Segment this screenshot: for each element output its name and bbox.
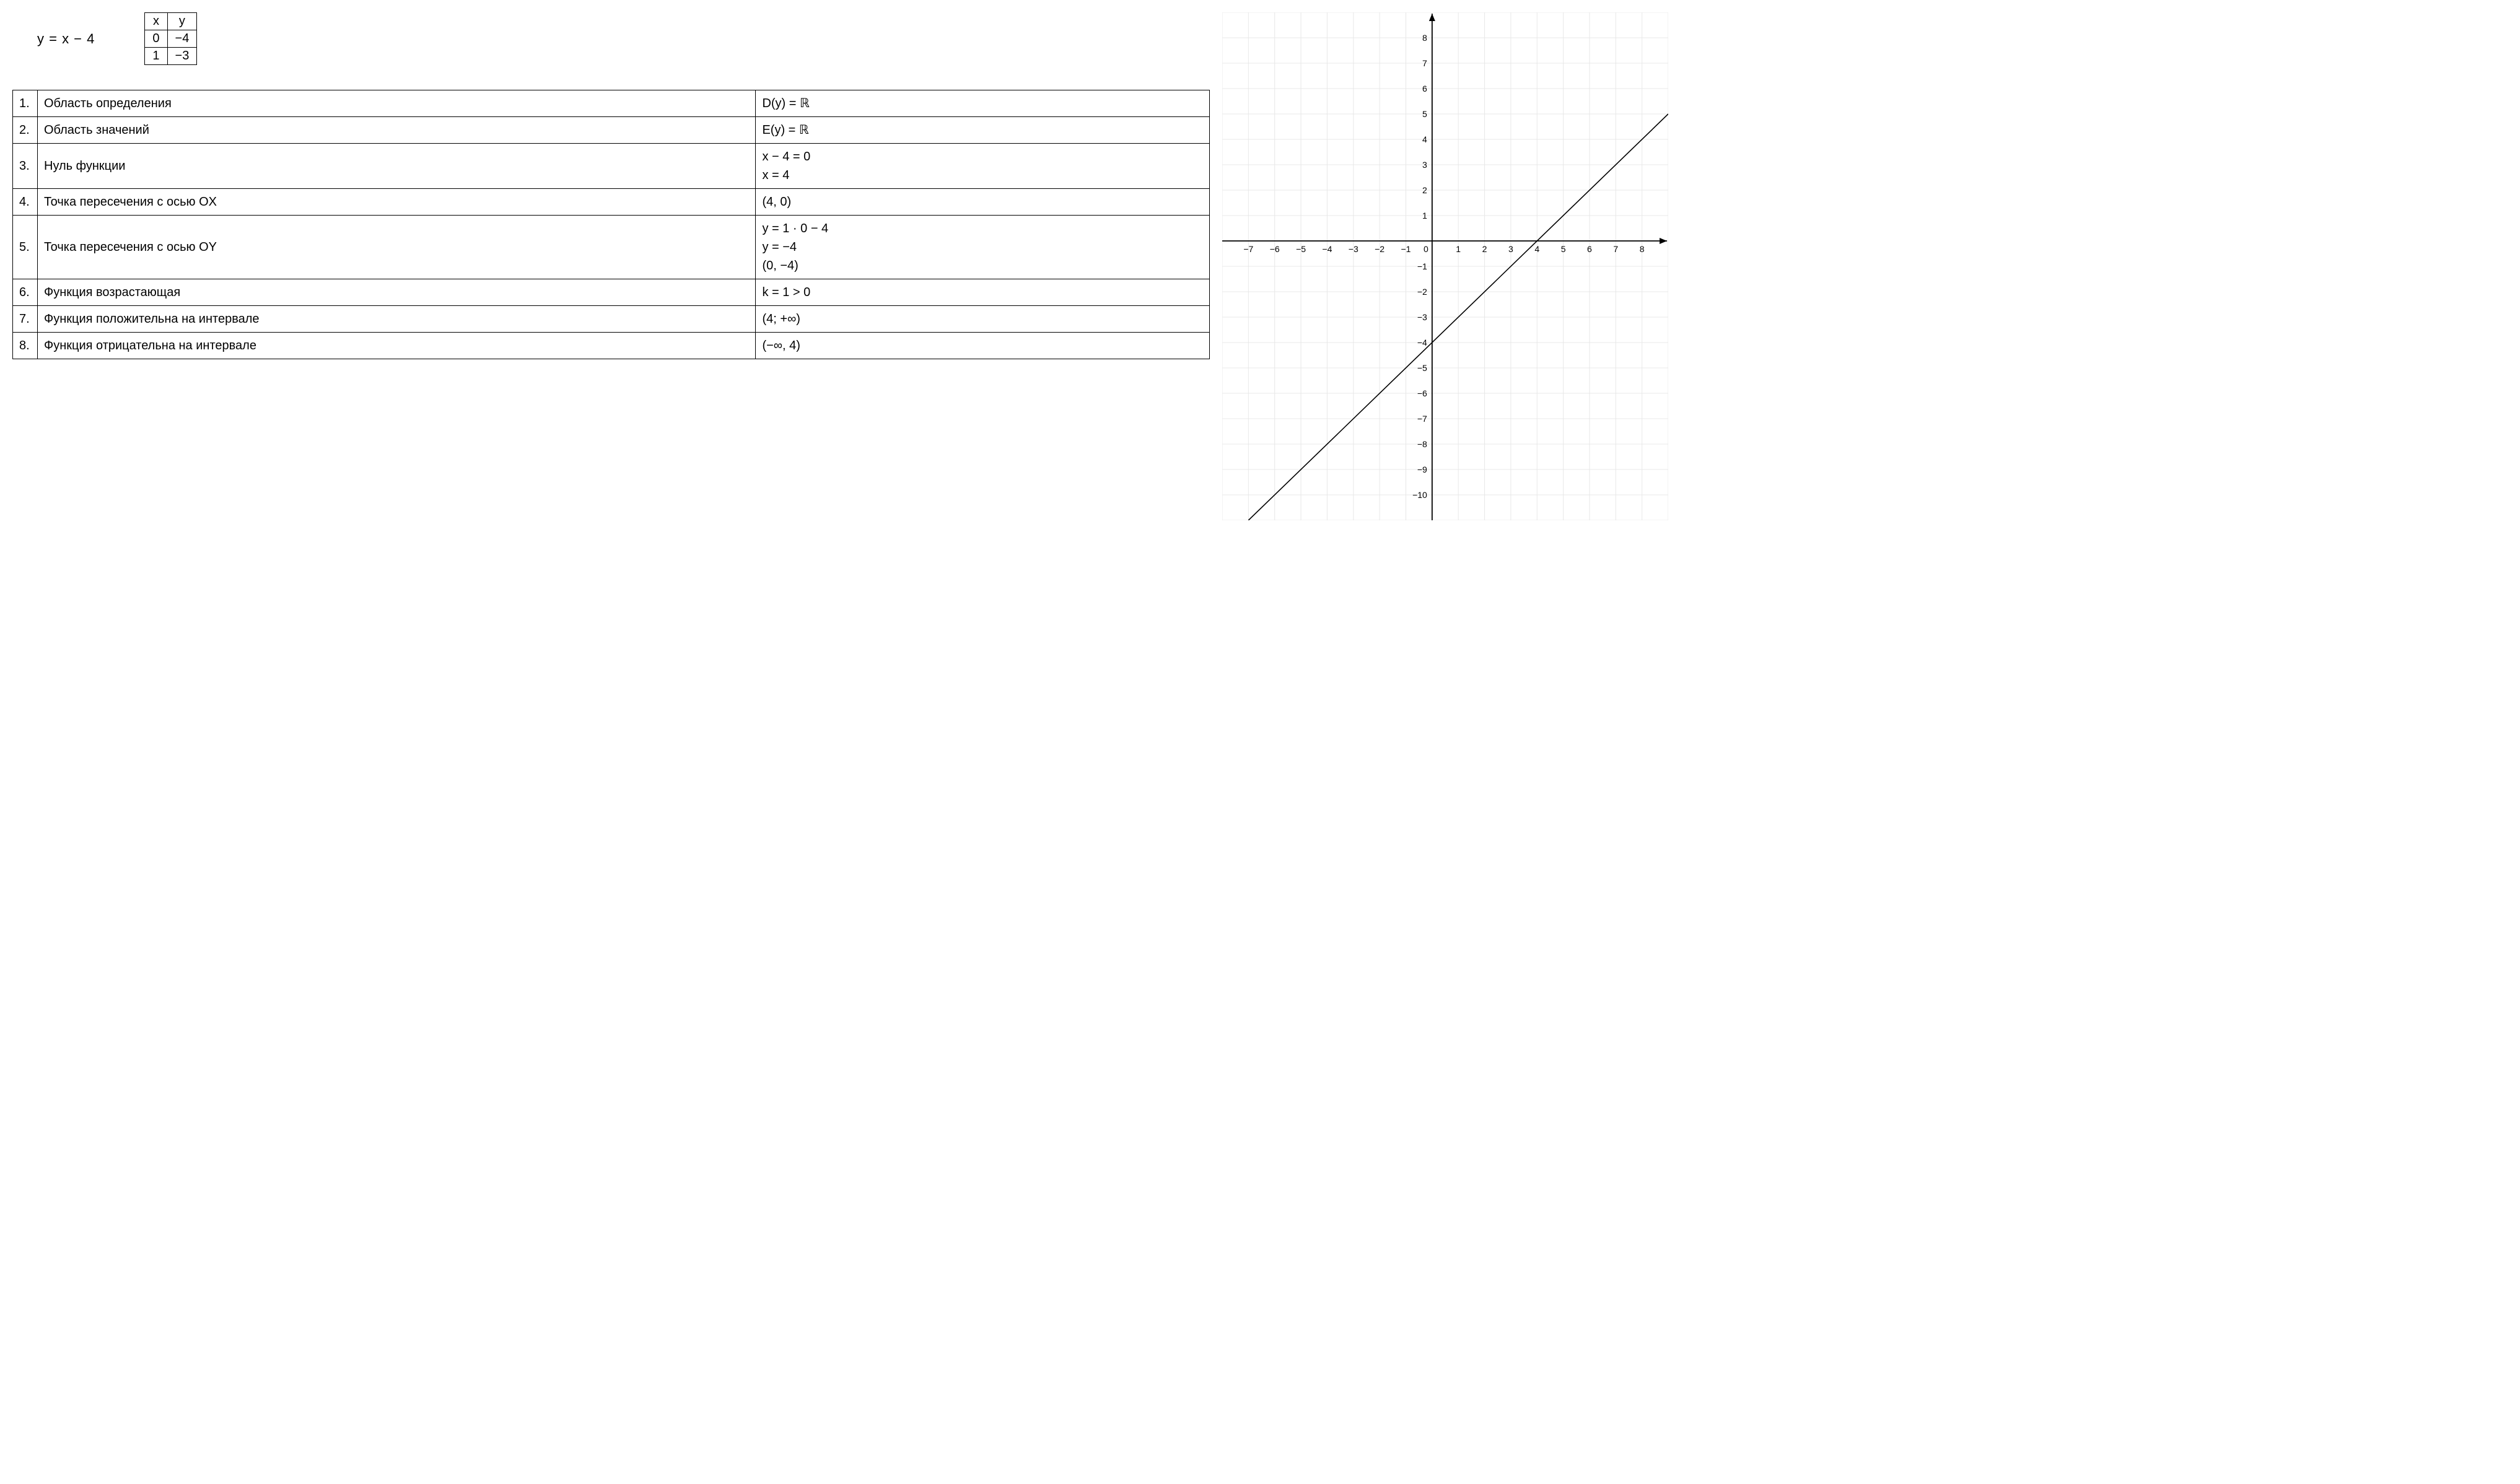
x-tick-label: −1	[1401, 244, 1411, 254]
x-tick-label: 3	[1508, 244, 1513, 254]
x-tick-label: 0	[1424, 244, 1428, 254]
x-tick-label: −3	[1349, 244, 1358, 254]
y-tick-label: 3	[1422, 160, 1427, 170]
y-tick-label: 8	[1422, 33, 1427, 43]
property-value: D(y) = ℝ	[756, 90, 1210, 117]
property-value-line: y = −4	[762, 238, 1203, 256]
x-tick-label: −4	[1323, 244, 1332, 254]
right-column: −7−6−5−4−3−2−1012345678−10−9−8−7−6−5−4−3…	[1222, 12, 2508, 520]
property-value: x − 4 = 0x = 4	[756, 144, 1210, 189]
y-tick-label: 1	[1422, 211, 1427, 220]
x-tick-label: −7	[1244, 244, 1254, 254]
property-row: 2.Область значений E(y) = ℝ	[13, 117, 1210, 144]
y-tick-label: −2	[1417, 287, 1427, 297]
property-value-line: y = 1 · 0 − 4	[762, 219, 1203, 238]
property-value: (4, 0)	[756, 189, 1210, 216]
property-number: 7.	[13, 306, 38, 333]
xy-cell: −4	[167, 30, 197, 48]
property-value-line: k = 1 > 0	[762, 283, 1203, 302]
property-value-line: x − 4 = 0	[762, 147, 1203, 166]
xy-header-y: y	[167, 13, 197, 30]
property-row: 6.Функция возрастающая k = 1 > 0	[13, 279, 1210, 306]
xy-header-row: x y	[145, 13, 197, 30]
property-value-line: D(y) = ℝ	[762, 94, 1203, 113]
property-number: 4.	[13, 189, 38, 216]
property-description: Область определения	[38, 90, 756, 117]
y-tick-label: 4	[1422, 134, 1427, 144]
y-tick-label: −10	[1413, 490, 1428, 500]
property-value-line: (4; +∞)	[762, 310, 1203, 328]
y-tick-label: 5	[1422, 109, 1427, 119]
property-description: Функция положительна на интервале	[38, 306, 756, 333]
property-row: 3.Нуль функцииx − 4 = 0x = 4	[13, 144, 1210, 189]
x-tick-label: 8	[1640, 244, 1645, 254]
property-description: Точка пересечения с осью OY	[38, 216, 756, 279]
y-tick-label: −7	[1417, 414, 1427, 424]
property-number: 8.	[13, 333, 38, 359]
property-value-line: x = 4	[762, 166, 1203, 185]
property-number: 6.	[13, 279, 38, 306]
property-description: Нуль функции	[38, 144, 756, 189]
xy-table: x y 0 −4 1 −3	[144, 12, 197, 65]
x-tick-label: −6	[1270, 244, 1280, 254]
x-tick-label: 1	[1456, 244, 1461, 254]
y-tick-label: −1	[1417, 261, 1427, 271]
function-chart: −7−6−5−4−3−2−1012345678−10−9−8−7−6−5−4−3…	[1222, 12, 2508, 520]
x-tick-label: 6	[1587, 244, 1592, 254]
property-value: k = 1 > 0	[756, 279, 1210, 306]
property-description: Область значений	[38, 117, 756, 144]
property-value-line: (4, 0)	[762, 193, 1203, 211]
xy-cell: 0	[145, 30, 167, 48]
property-row: 8.Функция отрицательна на интервале (−∞, …	[13, 333, 1210, 359]
y-tick-label: −4	[1417, 338, 1427, 347]
function-formula: y = x − 4	[37, 31, 95, 47]
y-tick-label: −9	[1417, 465, 1427, 474]
property-description: Точка пересечения с осью OX	[38, 189, 756, 216]
xy-cell: −3	[167, 48, 197, 65]
properties-table: 1.Область определения D(y) = ℝ 2.Область з…	[12, 90, 1210, 359]
property-row: 5.Точка пересечения с осью OYy = 1 · 0 −…	[13, 216, 1210, 279]
property-row: 1.Область определения D(y) = ℝ	[13, 90, 1210, 117]
xy-cell: 1	[145, 48, 167, 65]
x-tick-label: −5	[1297, 244, 1306, 254]
x-tick-label: 4	[1535, 244, 1540, 254]
property-value: (4; +∞)	[756, 306, 1210, 333]
property-number: 5.	[13, 216, 38, 279]
y-tick-label: 6	[1422, 84, 1427, 94]
property-value: E(y) = ℝ	[756, 117, 1210, 144]
y-tick-label: −5	[1417, 363, 1427, 373]
y-tick-label: 2	[1422, 185, 1427, 195]
xy-header-x: x	[145, 13, 167, 30]
property-row: 4.Точка пересечения с осью OX (4, 0)	[13, 189, 1210, 216]
x-tick-label: 5	[1561, 244, 1566, 254]
property-number: 3.	[13, 144, 38, 189]
x-tick-label: 2	[1482, 244, 1487, 254]
y-tick-label: −8	[1417, 439, 1427, 449]
y-tick-label: −6	[1417, 388, 1427, 398]
property-value-line: E(y) = ℝ	[762, 121, 1203, 139]
top-row: y = x − 4 x y 0 −4 1 −3	[37, 12, 1210, 65]
property-row: 7.Функция положительна на интервале (4; +…	[13, 306, 1210, 333]
page-root: y = x − 4 x y 0 −4 1 −3 1.Область опреде…	[12, 12, 2508, 520]
xy-row: 0 −4	[145, 30, 197, 48]
x-tick-label: 7	[1614, 244, 1619, 254]
property-value-line: (0, −4)	[762, 256, 1203, 275]
property-value: y = 1 · 0 − 4y = −4(0, −4)	[756, 216, 1210, 279]
xy-row: 1 −3	[145, 48, 197, 65]
left-column: y = x − 4 x y 0 −4 1 −3 1.Область опреде…	[12, 12, 1210, 520]
property-description: Функция возрастающая	[38, 279, 756, 306]
property-number: 1.	[13, 90, 38, 117]
property-value: (−∞, 4)	[756, 333, 1210, 359]
chart-svg: −7−6−5−4−3−2−1012345678−10−9−8−7−6−5−4−3…	[1222, 12, 1668, 520]
property-number: 2.	[13, 117, 38, 144]
property-value-line: (−∞, 4)	[762, 336, 1203, 355]
y-tick-label: −3	[1417, 312, 1427, 322]
x-tick-label: −2	[1375, 244, 1385, 254]
y-tick-label: 7	[1422, 58, 1427, 68]
property-description: Функция отрицательна на интервале	[38, 333, 756, 359]
